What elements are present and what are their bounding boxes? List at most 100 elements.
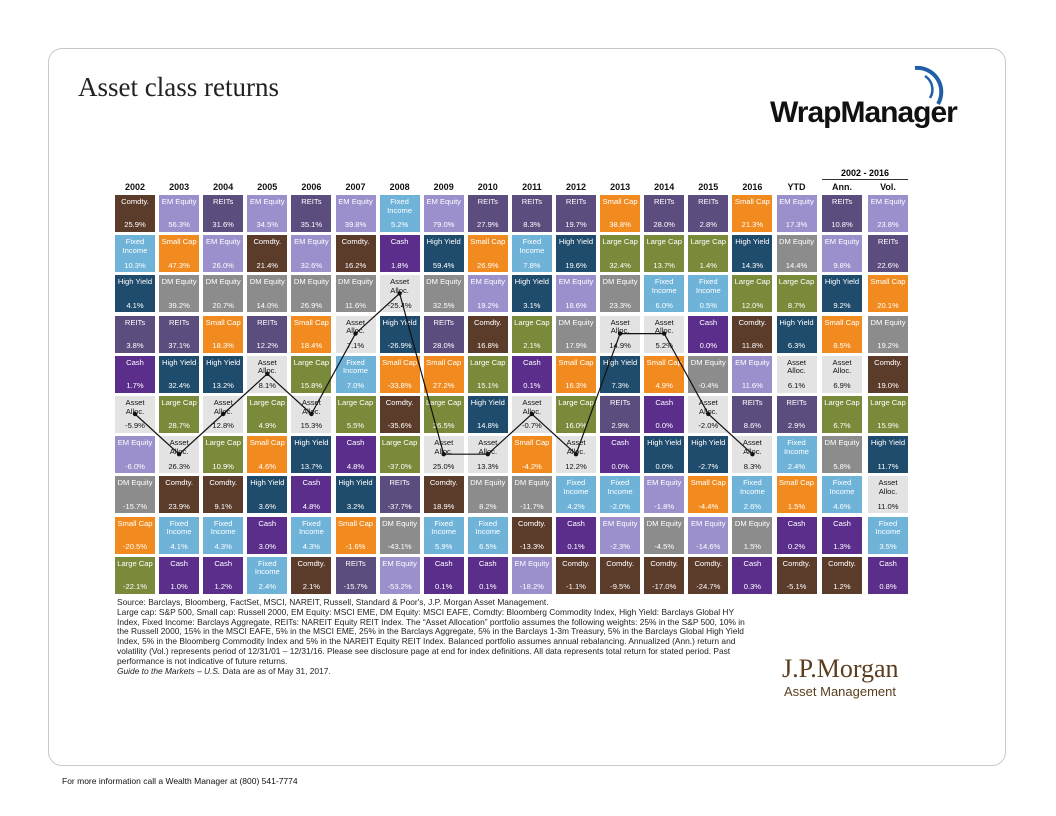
return-cell: Asset Alloc. 15.3% (291, 396, 332, 433)
asset-class: Large Cap (161, 398, 197, 407)
return-cell: DM Equity 1.5% (732, 516, 773, 554)
asset-class: REITs (786, 398, 807, 407)
return-value: 1.5% (743, 542, 762, 551)
return-value: 34.5% (256, 220, 279, 230)
return-cell: EM Equity 11.6% (732, 355, 773, 393)
return-cell: EM Equity 23.8% (868, 195, 908, 232)
asset-class: Large Cap (646, 237, 682, 247)
asset-class: EM Equity (382, 558, 417, 568)
asset-class: Small Cap (690, 478, 726, 488)
return-value: 32.5% (432, 300, 455, 310)
return-value: 4.3% (302, 542, 321, 551)
return-cell: High Yield 11.7% (868, 436, 908, 474)
asset-class: Small Cap (426, 357, 462, 367)
asset-class: Large Cap (824, 398, 860, 407)
asset-class: Asset Alloc. (787, 357, 806, 376)
source-note: Source: Barclays, Bloomberg, FactSet, MS… (117, 597, 549, 607)
asset-class: Small Cap (382, 357, 418, 367)
return-value: 0.8% (879, 582, 897, 592)
return-cell: Asset Alloc. -25.4% (379, 275, 420, 313)
return-cell: DM Equity 5.8% (822, 436, 862, 474)
asset-class: Fixed Income (739, 478, 765, 496)
return-cell: Large Cap 12.0% (732, 275, 773, 313)
return-value: 20.7% (212, 300, 234, 310)
asset-class: Comdty. (738, 317, 767, 327)
return-cell: High Yield 3.2% (335, 476, 376, 514)
asset-class: EM Equity (824, 237, 860, 247)
return-value: 28.0% (653, 220, 675, 230)
return-value: 2.9% (611, 421, 629, 431)
return-cell: DM Equity -4.5% (644, 516, 685, 554)
return-value: 13.7% (300, 461, 323, 471)
return-cell: Small Cap 1.5% (776, 476, 817, 514)
asset-class: EM Equity (558, 277, 594, 287)
return-value: 11.6% (345, 300, 366, 310)
asset-class: Cash (390, 237, 409, 247)
return-value: -9.5% (610, 582, 631, 592)
asset-class: Comdty. (782, 558, 811, 568)
asset-class: DM Equity (337, 277, 374, 287)
return-cell: Small Cap 21.3% (732, 195, 773, 232)
return-value: 1.5% (787, 501, 806, 511)
asset-class: EM Equity (514, 558, 550, 568)
asset-class: EM Equity (426, 197, 461, 206)
asset-class: Small Cap (470, 237, 506, 247)
return-value: 28.0% (432, 341, 455, 350)
return-cell: Cash 0.0% (600, 436, 641, 474)
return-value: 0.0% (699, 341, 717, 350)
asset-class: REITs (609, 398, 631, 407)
return-value: 10.9% (212, 461, 234, 471)
return-value: 4.8% (346, 461, 365, 471)
asset-class: Cash (655, 398, 674, 407)
return-cell: REITs 2.9% (600, 396, 641, 433)
return-value: 18.9% (432, 501, 455, 511)
return-value: 8.3% (743, 461, 762, 471)
asset-class: Large Cap (734, 277, 771, 287)
return-value: 32.4% (168, 381, 190, 391)
return-cell: Small Cap 47.3% (159, 235, 200, 273)
return-value: 26.9% (300, 300, 323, 310)
asset-class: Small Cap (646, 357, 682, 367)
return-cell: Asset Alloc. -0.7% (511, 396, 552, 433)
return-value: -5.1% (786, 582, 807, 592)
return-cell: EM Equity 9.8% (822, 235, 862, 273)
asset-class: DM Equity (117, 478, 153, 488)
asset-class: EM Equity (735, 357, 770, 367)
return-cell: REITs 2.8% (688, 195, 729, 232)
asset-class: High Yield (870, 438, 906, 448)
return-value: 9.8% (833, 260, 851, 270)
return-value: 12.2% (256, 341, 279, 350)
return-cell: Large Cap 15.8% (291, 355, 332, 393)
asset-class: Large Cap (337, 398, 374, 407)
return-value: 6.0% (655, 300, 673, 310)
return-cell: Fixed Income 3.5% (868, 516, 908, 554)
asset-class: Cash (302, 478, 321, 488)
asset-class: DM Equity (205, 277, 241, 287)
return-value: 28.7% (168, 421, 190, 431)
asset-class: Large Cap (514, 317, 550, 327)
return-value: 5.2% (655, 341, 673, 350)
asset-class: REITs (345, 558, 366, 568)
return-value: 2.4% (258, 582, 276, 592)
return-cell: Cash 0.2% (776, 516, 817, 554)
brand-name: J.P.Morgan (782, 654, 899, 683)
return-value: 4.9% (655, 381, 673, 391)
return-cell: Asset Alloc. 8.1% (247, 355, 288, 393)
return-value: 16.3% (565, 381, 587, 391)
return-value: 6.1% (787, 381, 806, 391)
asset-class: High Yield (161, 357, 197, 367)
return-value: -0.7% (521, 421, 542, 431)
return-cell: Large Cap 1.4% (688, 235, 729, 273)
return-value: 18.6% (565, 300, 587, 310)
asset-class: Comdty. (429, 478, 458, 488)
asset-class: DM Equity (382, 518, 418, 528)
return-value: 3.8% (126, 341, 144, 350)
asset-class: Asset Alloc. (434, 438, 454, 456)
return-value: 4.2% (567, 501, 585, 511)
return-cell: Large Cap 32.4% (600, 235, 641, 273)
return-cell: Comdty. -9.5% (600, 556, 641, 594)
asset-class: Fixed Income (607, 478, 633, 496)
return-cell: Fixed Income -2.0% (600, 476, 641, 514)
asset-class: Comdty. (385, 398, 414, 407)
return-cell: Cash 0.8% (868, 556, 908, 594)
